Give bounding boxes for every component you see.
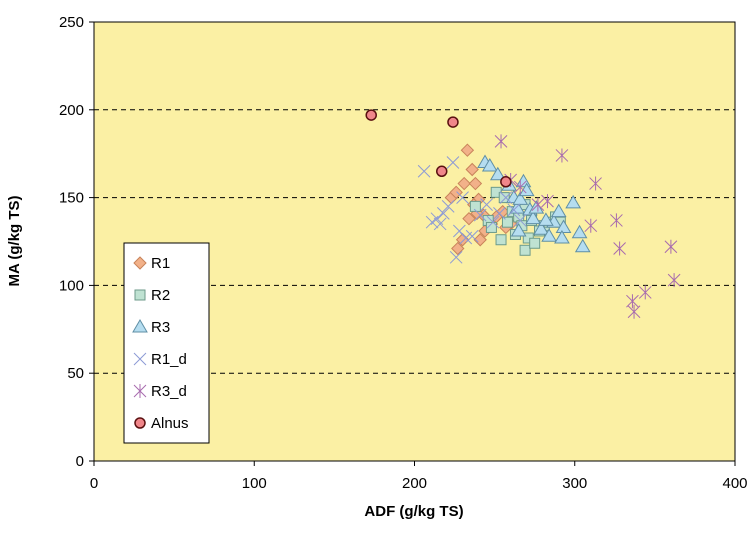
data-point-r3 <box>541 228 557 242</box>
data-point-r1 <box>449 185 463 200</box>
x-tick-label: 300 <box>562 475 587 492</box>
legend-marker-r1 <box>133 256 147 270</box>
legend-marker-r3 <box>132 319 148 333</box>
data-points <box>365 109 681 319</box>
data-point-r1-d <box>507 203 521 217</box>
legend-marker-r2 <box>134 289 146 301</box>
data-point-alnus <box>435 165 448 178</box>
data-point-r3-d <box>494 134 508 149</box>
y-tick-label: 150 <box>59 190 84 207</box>
legend-label: R3 <box>151 319 170 336</box>
data-point-alnus <box>365 109 377 121</box>
data-point-r3-d <box>638 285 652 300</box>
data-point-r1-d <box>486 215 500 229</box>
data-point-r1-d <box>493 207 506 220</box>
x-tick-label: 200 <box>402 475 427 492</box>
data-point-r1-d <box>513 214 527 227</box>
data-point-r1-d <box>449 250 463 264</box>
data-point-r1 <box>460 143 475 157</box>
data-point-r3-d <box>555 148 569 163</box>
axis-ticks: 0 50 100 150 200 250 0 100 200 300 400 <box>59 14 748 492</box>
gridlines <box>94 109 735 374</box>
data-point-r1 <box>468 176 483 191</box>
data-point-r3 <box>538 212 554 226</box>
data-point-r3 <box>554 229 570 244</box>
data-point-r1-d <box>436 207 450 220</box>
data-point-r3 <box>481 157 498 172</box>
data-point-r3 <box>555 219 572 233</box>
data-point-r3 <box>571 224 588 239</box>
data-point-r1-d <box>441 200 455 213</box>
data-point-r2 <box>501 216 513 228</box>
data-point-r3 <box>565 194 582 209</box>
x-tick-label: 100 <box>242 475 267 492</box>
data-point-r3-d <box>626 294 639 309</box>
x-axis-title: ADF (g/kg TS) <box>364 503 463 520</box>
data-point-r3 <box>489 166 506 181</box>
y-tick-label: 0 <box>76 453 84 470</box>
data-point-r1 <box>462 211 476 226</box>
data-point-r1-d <box>480 198 493 211</box>
data-point-r3-d <box>589 176 602 191</box>
x-tick-label: 400 <box>722 475 747 492</box>
legend-label: R1 <box>151 255 170 272</box>
data-point-r3-d <box>531 197 545 212</box>
data-point-r1-d <box>456 191 469 204</box>
y-tick-label: 200 <box>59 102 84 119</box>
y-tick-label: 100 <box>59 277 84 294</box>
legend-label: R2 <box>151 287 170 304</box>
data-point-r3 <box>510 222 527 237</box>
data-point-r2 <box>495 234 507 246</box>
data-point-r3 <box>550 203 567 218</box>
legend-marker-r1-d <box>133 352 147 366</box>
data-point-r1-d <box>499 191 513 204</box>
data-point-r1 <box>465 162 479 177</box>
legend-box <box>123 242 210 444</box>
data-point-r3 <box>525 210 541 225</box>
data-point-r3 <box>533 221 549 235</box>
data-point-r2 <box>485 221 497 233</box>
data-point-r3-d <box>610 213 623 228</box>
data-point-r3-d <box>664 239 678 254</box>
legend-label: Alnus <box>151 415 189 432</box>
data-point-r1 <box>473 233 487 247</box>
data-point-r2 <box>469 200 481 212</box>
legend-marker-alnus <box>134 417 146 429</box>
data-point-r1-d <box>446 156 460 169</box>
data-point-r3 <box>512 191 529 205</box>
data-point-alnus <box>447 116 459 128</box>
legend-marker-r3-d <box>133 384 147 398</box>
data-point-r2 <box>519 244 531 256</box>
data-point-r3-d <box>627 304 641 319</box>
data-point-r3-d <box>667 273 681 288</box>
data-point-r1 <box>457 176 471 191</box>
data-point-r2 <box>529 237 541 249</box>
data-point-r1-d <box>433 217 447 231</box>
data-point-r1-d <box>417 164 431 178</box>
y-tick-label: 250 <box>59 14 84 31</box>
data-point-r1-d <box>473 208 487 222</box>
data-point-alnus <box>500 176 512 188</box>
legend-label: R3_d <box>151 383 187 400</box>
data-point-r3-d <box>541 194 554 209</box>
data-point-r3-d <box>513 180 527 195</box>
legend-label: R1_d <box>151 351 187 368</box>
data-point-r3 <box>574 238 591 253</box>
data-point-r3-d <box>613 241 626 256</box>
legend: R1 R2 R3 R1_d R3_d Alnus <box>123 242 210 444</box>
x-tick-label: 0 <box>90 475 98 492</box>
y-axis-title: MA (g/kg TS) <box>6 195 23 286</box>
data-point-r1-d <box>465 229 479 243</box>
y-tick-label: 50 <box>67 365 84 382</box>
data-point-r3-d <box>584 218 598 233</box>
data-point-r1 <box>451 241 465 256</box>
